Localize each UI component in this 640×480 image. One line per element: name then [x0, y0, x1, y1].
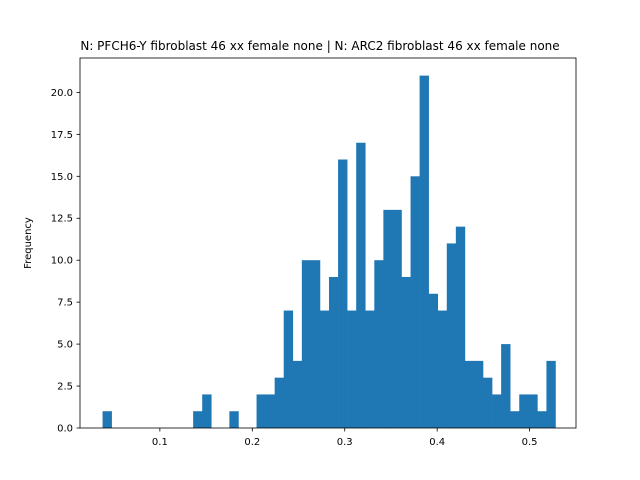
histogram-bar	[374, 260, 384, 428]
histogram-bar	[473, 360, 484, 428]
histogram-bar	[274, 377, 285, 428]
axes-group: 0.1 0.2 0.3 0.4 0.5 0.0 2.5 5.0 7.5 10.0 12.5 15.0 1…	[51, 57, 577, 448]
histogram-bar	[283, 310, 294, 428]
histogram-bar	[428, 293, 439, 428]
x-tick-label: 0.5	[522, 437, 538, 448]
histogram-bar	[483, 377, 493, 428]
histogram-bar	[419, 75, 429, 428]
y-tick-label: 2.5	[57, 382, 73, 393]
histogram-bar	[455, 226, 466, 428]
histogram-bar	[501, 344, 511, 428]
histogram-bar	[202, 394, 212, 428]
histogram-bar	[528, 394, 538, 428]
histogram-bar	[292, 360, 303, 428]
y-tick-label: 0.0	[57, 424, 73, 435]
histogram-bar	[356, 142, 366, 428]
histogram-bar	[383, 209, 393, 428]
y-tick-label: 5.0	[57, 340, 73, 351]
y-axis-label: Frequency	[23, 217, 34, 269]
histogram-bar	[102, 411, 112, 428]
histogram-bar	[365, 310, 375, 428]
y-tick-label: 17.5	[51, 130, 73, 141]
histogram-bar	[392, 209, 402, 428]
histogram-bar	[537, 411, 547, 428]
histogram-bar	[437, 310, 448, 428]
histogram-bar	[310, 260, 321, 428]
histogram-bar	[229, 411, 239, 428]
plot-frame	[79, 57, 577, 429]
y-tick-label: 10.0	[51, 256, 73, 267]
histogram-bar	[410, 176, 420, 428]
histogram-bar	[338, 159, 348, 428]
histogram-bar	[510, 411, 520, 428]
histogram-bar	[256, 394, 266, 428]
chart-title: N: PFCH6-Y fibroblast 46 xx female none …	[80, 39, 559, 53]
y-tick-label: 7.5	[57, 298, 73, 309]
x-tick-label: 0.4	[429, 437, 445, 448]
histogram-bar	[464, 360, 475, 428]
histogram-bar	[301, 260, 312, 428]
histogram-bar	[265, 394, 275, 428]
histogram-bar	[193, 411, 203, 428]
histogram-bar	[329, 276, 339, 428]
x-tick-label: 0.1	[152, 437, 168, 448]
y-tick-label: 12.5	[51, 214, 73, 225]
histogram-bar	[546, 360, 556, 428]
histogram-bar	[492, 394, 502, 428]
histogram-bar	[347, 310, 357, 428]
y-tick-label: 15.0	[51, 172, 73, 183]
histogram-bar	[319, 310, 330, 428]
x-tick-label: 0.3	[337, 437, 353, 448]
histogram-bar	[446, 243, 457, 428]
histogram-bar	[401, 276, 411, 428]
bars-group	[102, 75, 556, 428]
histogram-bar	[519, 394, 529, 428]
x-tick-label: 0.2	[244, 437, 260, 448]
y-tick-label: 20.0	[51, 88, 73, 99]
